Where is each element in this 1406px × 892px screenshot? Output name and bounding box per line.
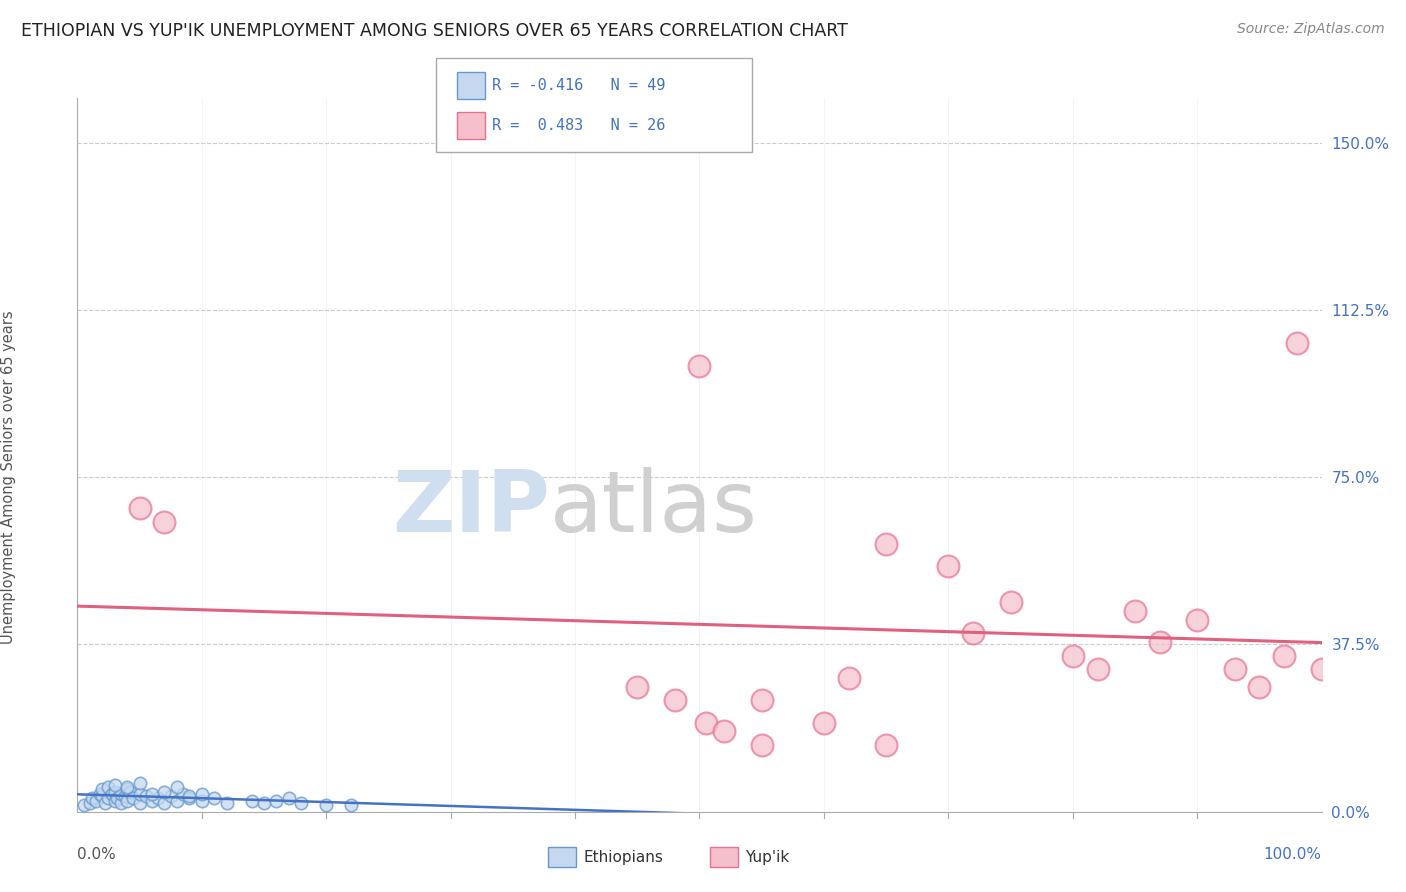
Text: Ethiopians: Ethiopians [583, 850, 664, 864]
Point [128, 796, 150, 810]
Point [1062, 648, 1084, 663]
Point [751, 693, 773, 707]
Point [166, 780, 188, 794]
Point [1285, 336, 1308, 351]
Point [713, 724, 735, 739]
Point [1310, 662, 1333, 676]
Point [1187, 613, 1209, 627]
Text: 100.0%: 100.0% [1264, 847, 1322, 863]
Point [115, 780, 138, 794]
Point [159, 789, 181, 803]
Point [128, 787, 150, 801]
Point [179, 789, 201, 803]
Text: R = -0.416   N = 49: R = -0.416 N = 49 [492, 78, 665, 93]
Point [202, 791, 225, 805]
Point [215, 796, 238, 810]
Text: atlas: atlas [550, 467, 758, 550]
Point [1223, 662, 1246, 676]
Point [172, 787, 194, 801]
Point [72, 797, 94, 812]
Point [91, 789, 114, 803]
Point [1123, 604, 1146, 618]
Point [153, 515, 176, 529]
Point [84, 794, 107, 808]
Point [115, 794, 138, 808]
Point [751, 738, 773, 752]
Point [105, 791, 128, 805]
Point [266, 794, 288, 808]
Point [1272, 648, 1295, 663]
Point [104, 778, 127, 792]
Point [838, 671, 860, 685]
Point [315, 797, 337, 812]
Point [91, 782, 114, 797]
Text: ZIP: ZIP [392, 467, 550, 550]
Text: R =  0.483   N = 26: R = 0.483 N = 26 [492, 118, 665, 133]
Point [1000, 595, 1022, 609]
Point [118, 785, 141, 799]
Point [875, 537, 897, 551]
Point [1149, 635, 1171, 649]
Point [128, 501, 150, 516]
Point [104, 794, 127, 808]
Point [695, 715, 717, 730]
Point [101, 787, 124, 801]
Point [141, 794, 163, 808]
Point [115, 782, 138, 797]
Point [938, 559, 960, 574]
Point [82, 791, 104, 805]
Point [191, 794, 214, 808]
Point [813, 715, 835, 730]
Text: ETHIOPIAN VS YUP'IK UNEMPLOYMENT AMONG SENIORS OVER 65 YEARS CORRELATION CHART: ETHIOPIAN VS YUP'IK UNEMPLOYMENT AMONG S… [21, 22, 848, 40]
Point [148, 791, 170, 805]
Point [664, 693, 686, 707]
Point [875, 738, 897, 752]
Text: Source: ZipAtlas.com: Source: ZipAtlas.com [1237, 22, 1385, 37]
Point [191, 787, 214, 801]
Point [153, 785, 176, 799]
Point [340, 797, 363, 812]
Point [110, 796, 132, 810]
Point [104, 785, 127, 799]
Point [240, 794, 263, 808]
Point [689, 359, 711, 373]
Point [277, 791, 299, 805]
Point [962, 626, 984, 640]
Point [153, 796, 176, 810]
Point [79, 796, 101, 810]
Text: Yup'ik: Yup'ik [745, 850, 789, 864]
Point [97, 791, 120, 805]
Point [253, 796, 276, 810]
Point [1087, 662, 1109, 676]
Point [89, 787, 111, 801]
Point [135, 789, 157, 803]
Point [110, 787, 132, 801]
Point [114, 789, 136, 803]
Point [626, 680, 648, 694]
Text: 0.0%: 0.0% [77, 847, 117, 863]
Point [93, 796, 115, 810]
Point [128, 775, 150, 790]
Point [179, 791, 201, 805]
Point [97, 780, 120, 794]
Text: Unemployment Among Seniors over 65 years: Unemployment Among Seniors over 65 years [1, 310, 17, 644]
Point [122, 791, 145, 805]
Point [1249, 680, 1271, 694]
Point [290, 796, 312, 810]
Point [166, 794, 188, 808]
Point [141, 787, 163, 801]
